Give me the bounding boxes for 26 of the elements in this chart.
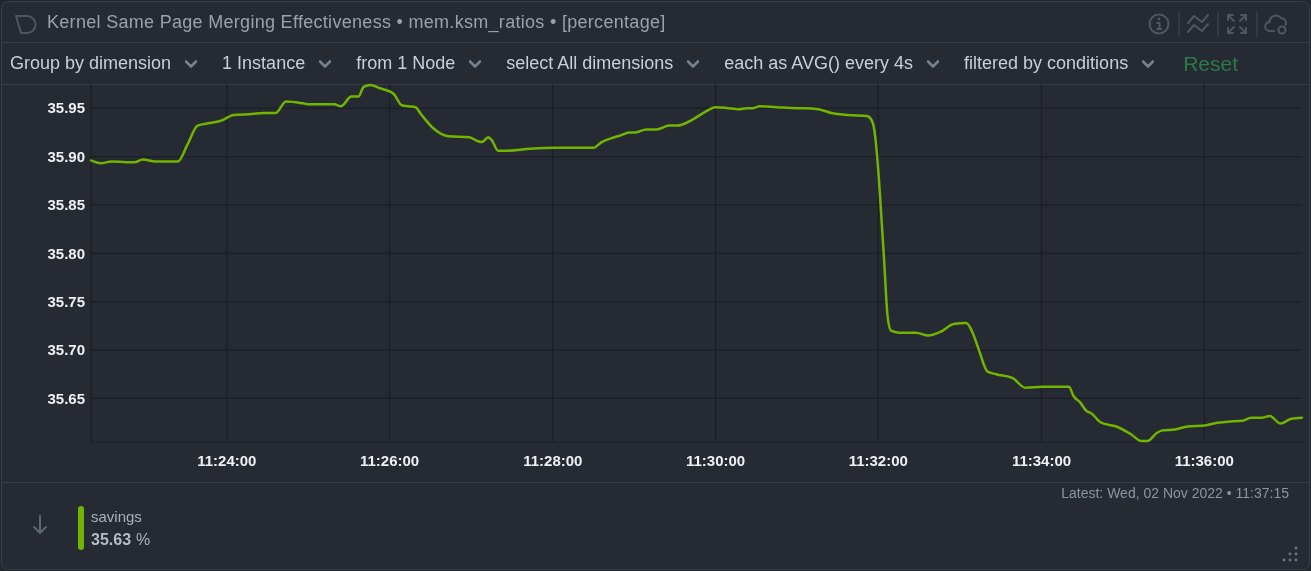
chart-title: Kernel Same Page Merging Effectiveness • mem.ksm_ratios • [percentage] bbox=[47, 10, 666, 35]
y-tick-label: 35.65 bbox=[47, 389, 85, 407]
text: 1 Instance bbox=[222, 53, 306, 74]
y-tick-label: 35.95 bbox=[47, 99, 85, 117]
x-tick-label: 11:32:00 bbox=[848, 452, 908, 469]
x-tick-label: 11:26:00 bbox=[359, 452, 420, 469]
x-tick-label: 11:36:00 bbox=[1174, 452, 1234, 469]
text: from 1 Node bbox=[356, 53, 456, 74]
y-tick-label: 35.85 bbox=[47, 196, 85, 214]
text: Reset bbox=[1183, 51, 1238, 76]
text: savings bbox=[91, 508, 142, 525]
x-tick-label: 11:28:00 bbox=[523, 452, 583, 469]
line-series bbox=[89, 83, 1304, 443]
x-tick-label: 11:30:00 bbox=[685, 452, 746, 469]
y-tick-label: 35.75 bbox=[47, 292, 85, 310]
text: Latest: Wed, 02 Nov 2022 • 11:37:15 bbox=[1061, 485, 1290, 501]
x-tick-label: 11:24:00 bbox=[197, 452, 257, 469]
y-tick-label: 35.80 bbox=[47, 244, 85, 262]
y-tick-label: 35.90 bbox=[47, 147, 85, 165]
x-tick-label: 11:34:00 bbox=[1011, 452, 1072, 469]
text: each as AVG() every 4s bbox=[724, 53, 914, 74]
text: Group by dimension bbox=[10, 53, 172, 74]
y-tick-label: 35.70 bbox=[47, 341, 85, 359]
text: 35.63 % bbox=[91, 531, 151, 548]
text: select All dimensions bbox=[506, 53, 674, 74]
text: filtered by conditions bbox=[964, 53, 1129, 74]
